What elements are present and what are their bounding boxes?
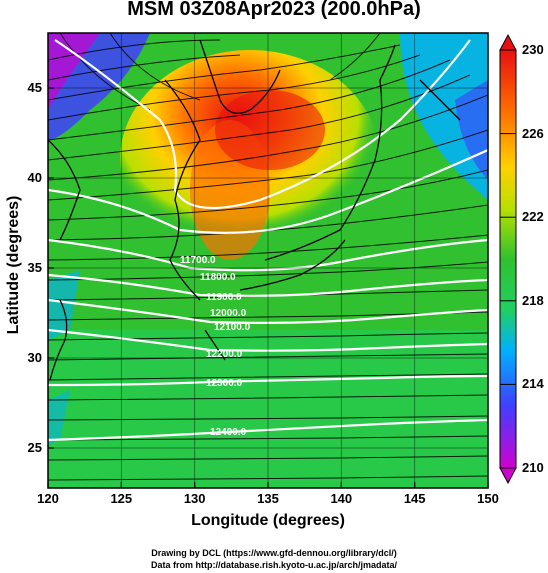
colorbar-min-arrow xyxy=(499,467,517,485)
map-field xyxy=(48,33,488,488)
colorbar-tick-label: 218 xyxy=(522,292,544,308)
height-contours xyxy=(48,39,488,442)
contour-label: 11700.0 xyxy=(180,255,216,266)
contour-label: 12000.0 xyxy=(210,308,247,319)
x-tick-label: 140 xyxy=(330,491,353,506)
contour-labels: 11700.0 11800.0 11900.0 12000.0 12100.0 … xyxy=(180,255,251,438)
x-tick-label: 145 xyxy=(403,491,426,506)
credit-drawing: Drawing by DCL (https://www.gfd-dennou.o… xyxy=(151,548,397,558)
colorbar-scale xyxy=(499,49,517,469)
x-tick-label: 120 xyxy=(37,491,59,506)
x-tick-label: 130 xyxy=(183,491,206,506)
credit-data-source: Data from http://database.rish.kyoto-u.a… xyxy=(150,560,398,570)
y-tick-label: 30 xyxy=(27,350,42,365)
contour-label: 12400.0 xyxy=(210,427,247,438)
colorbar-max-arrow xyxy=(499,33,517,51)
y-tick-label: 40 xyxy=(27,170,42,185)
contour-label: 11800.0 xyxy=(200,272,236,283)
contour-label: 12200.0 xyxy=(206,349,243,360)
x-axis-label: Longitude (degrees) xyxy=(191,512,345,529)
x-tick-label: 125 xyxy=(110,491,133,506)
colorbar-tick-label: 210 xyxy=(522,460,544,475)
axis-ticks xyxy=(47,87,489,488)
y-tick-label: 35 xyxy=(27,260,42,275)
colorbar xyxy=(499,33,517,485)
x-tick-label: 135 xyxy=(257,491,279,506)
y-tick-label: 45 xyxy=(27,80,42,95)
colorbar-tick-label: 230 xyxy=(522,42,544,57)
contour-label: 12100.0 xyxy=(214,322,251,333)
map-grid xyxy=(48,33,488,488)
x-tick-label: 150 xyxy=(477,491,499,506)
wind-streamlines xyxy=(48,33,488,481)
contour-label: 12300.0 xyxy=(206,378,243,389)
coastlines xyxy=(48,39,461,381)
colorbar-tick-label: 226 xyxy=(522,125,544,141)
map-title: MSM 03Z08Apr2023 (200.0hPa) xyxy=(127,0,421,20)
colorbar-tick-label: 214 xyxy=(522,376,544,392)
y-tick-label: 25 xyxy=(27,440,42,455)
y-axis-label: Latitude (degrees) xyxy=(5,195,22,335)
contour-label: 11900.0 xyxy=(206,292,242,303)
colorbar-tick-label: 222 xyxy=(522,209,544,225)
